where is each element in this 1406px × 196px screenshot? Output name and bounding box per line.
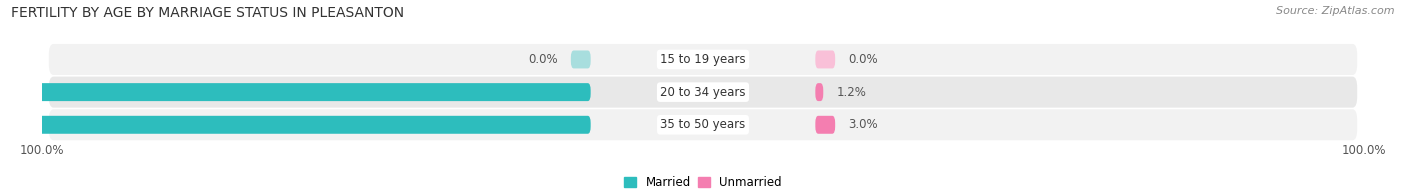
FancyBboxPatch shape	[815, 51, 835, 68]
FancyBboxPatch shape	[49, 109, 1357, 140]
Text: 0.0%: 0.0%	[529, 53, 558, 66]
Text: 35 to 50 years: 35 to 50 years	[661, 118, 745, 131]
Text: Source: ZipAtlas.com: Source: ZipAtlas.com	[1277, 6, 1395, 16]
Text: 20 to 34 years: 20 to 34 years	[661, 86, 745, 99]
FancyBboxPatch shape	[49, 77, 1357, 108]
FancyBboxPatch shape	[49, 44, 1357, 75]
Text: 15 to 19 years: 15 to 19 years	[661, 53, 745, 66]
FancyBboxPatch shape	[0, 83, 591, 101]
Text: 1.2%: 1.2%	[837, 86, 866, 99]
FancyBboxPatch shape	[815, 116, 835, 134]
FancyBboxPatch shape	[571, 51, 591, 68]
FancyBboxPatch shape	[0, 116, 591, 134]
Text: FERTILITY BY AGE BY MARRIAGE STATUS IN PLEASANTON: FERTILITY BY AGE BY MARRIAGE STATUS IN P…	[11, 6, 405, 20]
Text: 3.0%: 3.0%	[848, 118, 877, 131]
Text: 0.0%: 0.0%	[848, 53, 877, 66]
FancyBboxPatch shape	[815, 83, 824, 101]
Text: 97.0%: 97.0%	[0, 118, 10, 131]
Legend: Married, Unmarried: Married, Unmarried	[624, 176, 782, 189]
